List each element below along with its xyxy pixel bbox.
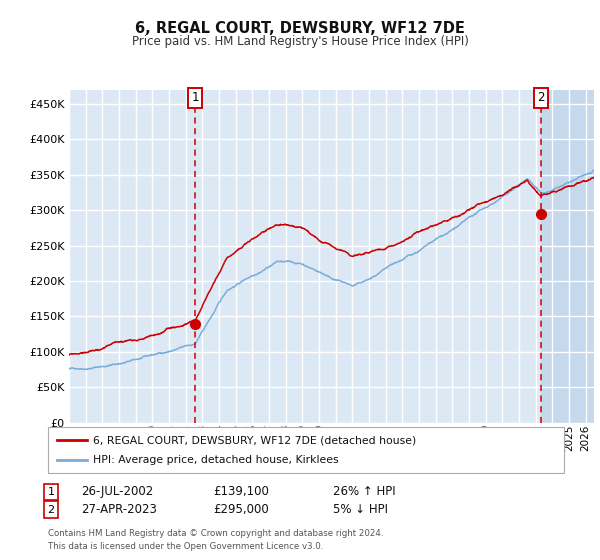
Text: 2: 2 bbox=[47, 505, 55, 515]
Text: 27-APR-2023: 27-APR-2023 bbox=[81, 503, 157, 516]
Text: 1: 1 bbox=[191, 91, 199, 104]
Text: 6, REGAL COURT, DEWSBURY, WF12 7DE: 6, REGAL COURT, DEWSBURY, WF12 7DE bbox=[135, 21, 465, 36]
Text: 5% ↓ HPI: 5% ↓ HPI bbox=[333, 503, 388, 516]
Text: 1: 1 bbox=[47, 487, 55, 497]
Text: Price paid vs. HM Land Registry's House Price Index (HPI): Price paid vs. HM Land Registry's House … bbox=[131, 35, 469, 48]
Text: 26% ↑ HPI: 26% ↑ HPI bbox=[333, 485, 395, 498]
Text: Contains HM Land Registry data © Crown copyright and database right 2024.
This d: Contains HM Land Registry data © Crown c… bbox=[48, 529, 383, 550]
Text: £295,000: £295,000 bbox=[213, 503, 269, 516]
Text: HPI: Average price, detached house, Kirklees: HPI: Average price, detached house, Kirk… bbox=[93, 455, 338, 465]
Text: 6, REGAL COURT, DEWSBURY, WF12 7DE (detached house): 6, REGAL COURT, DEWSBURY, WF12 7DE (deta… bbox=[93, 435, 416, 445]
Text: £139,100: £139,100 bbox=[213, 485, 269, 498]
Text: 2: 2 bbox=[537, 91, 545, 104]
Bar bbox=[541, 90, 594, 423]
Text: 26-JUL-2002: 26-JUL-2002 bbox=[81, 485, 153, 498]
